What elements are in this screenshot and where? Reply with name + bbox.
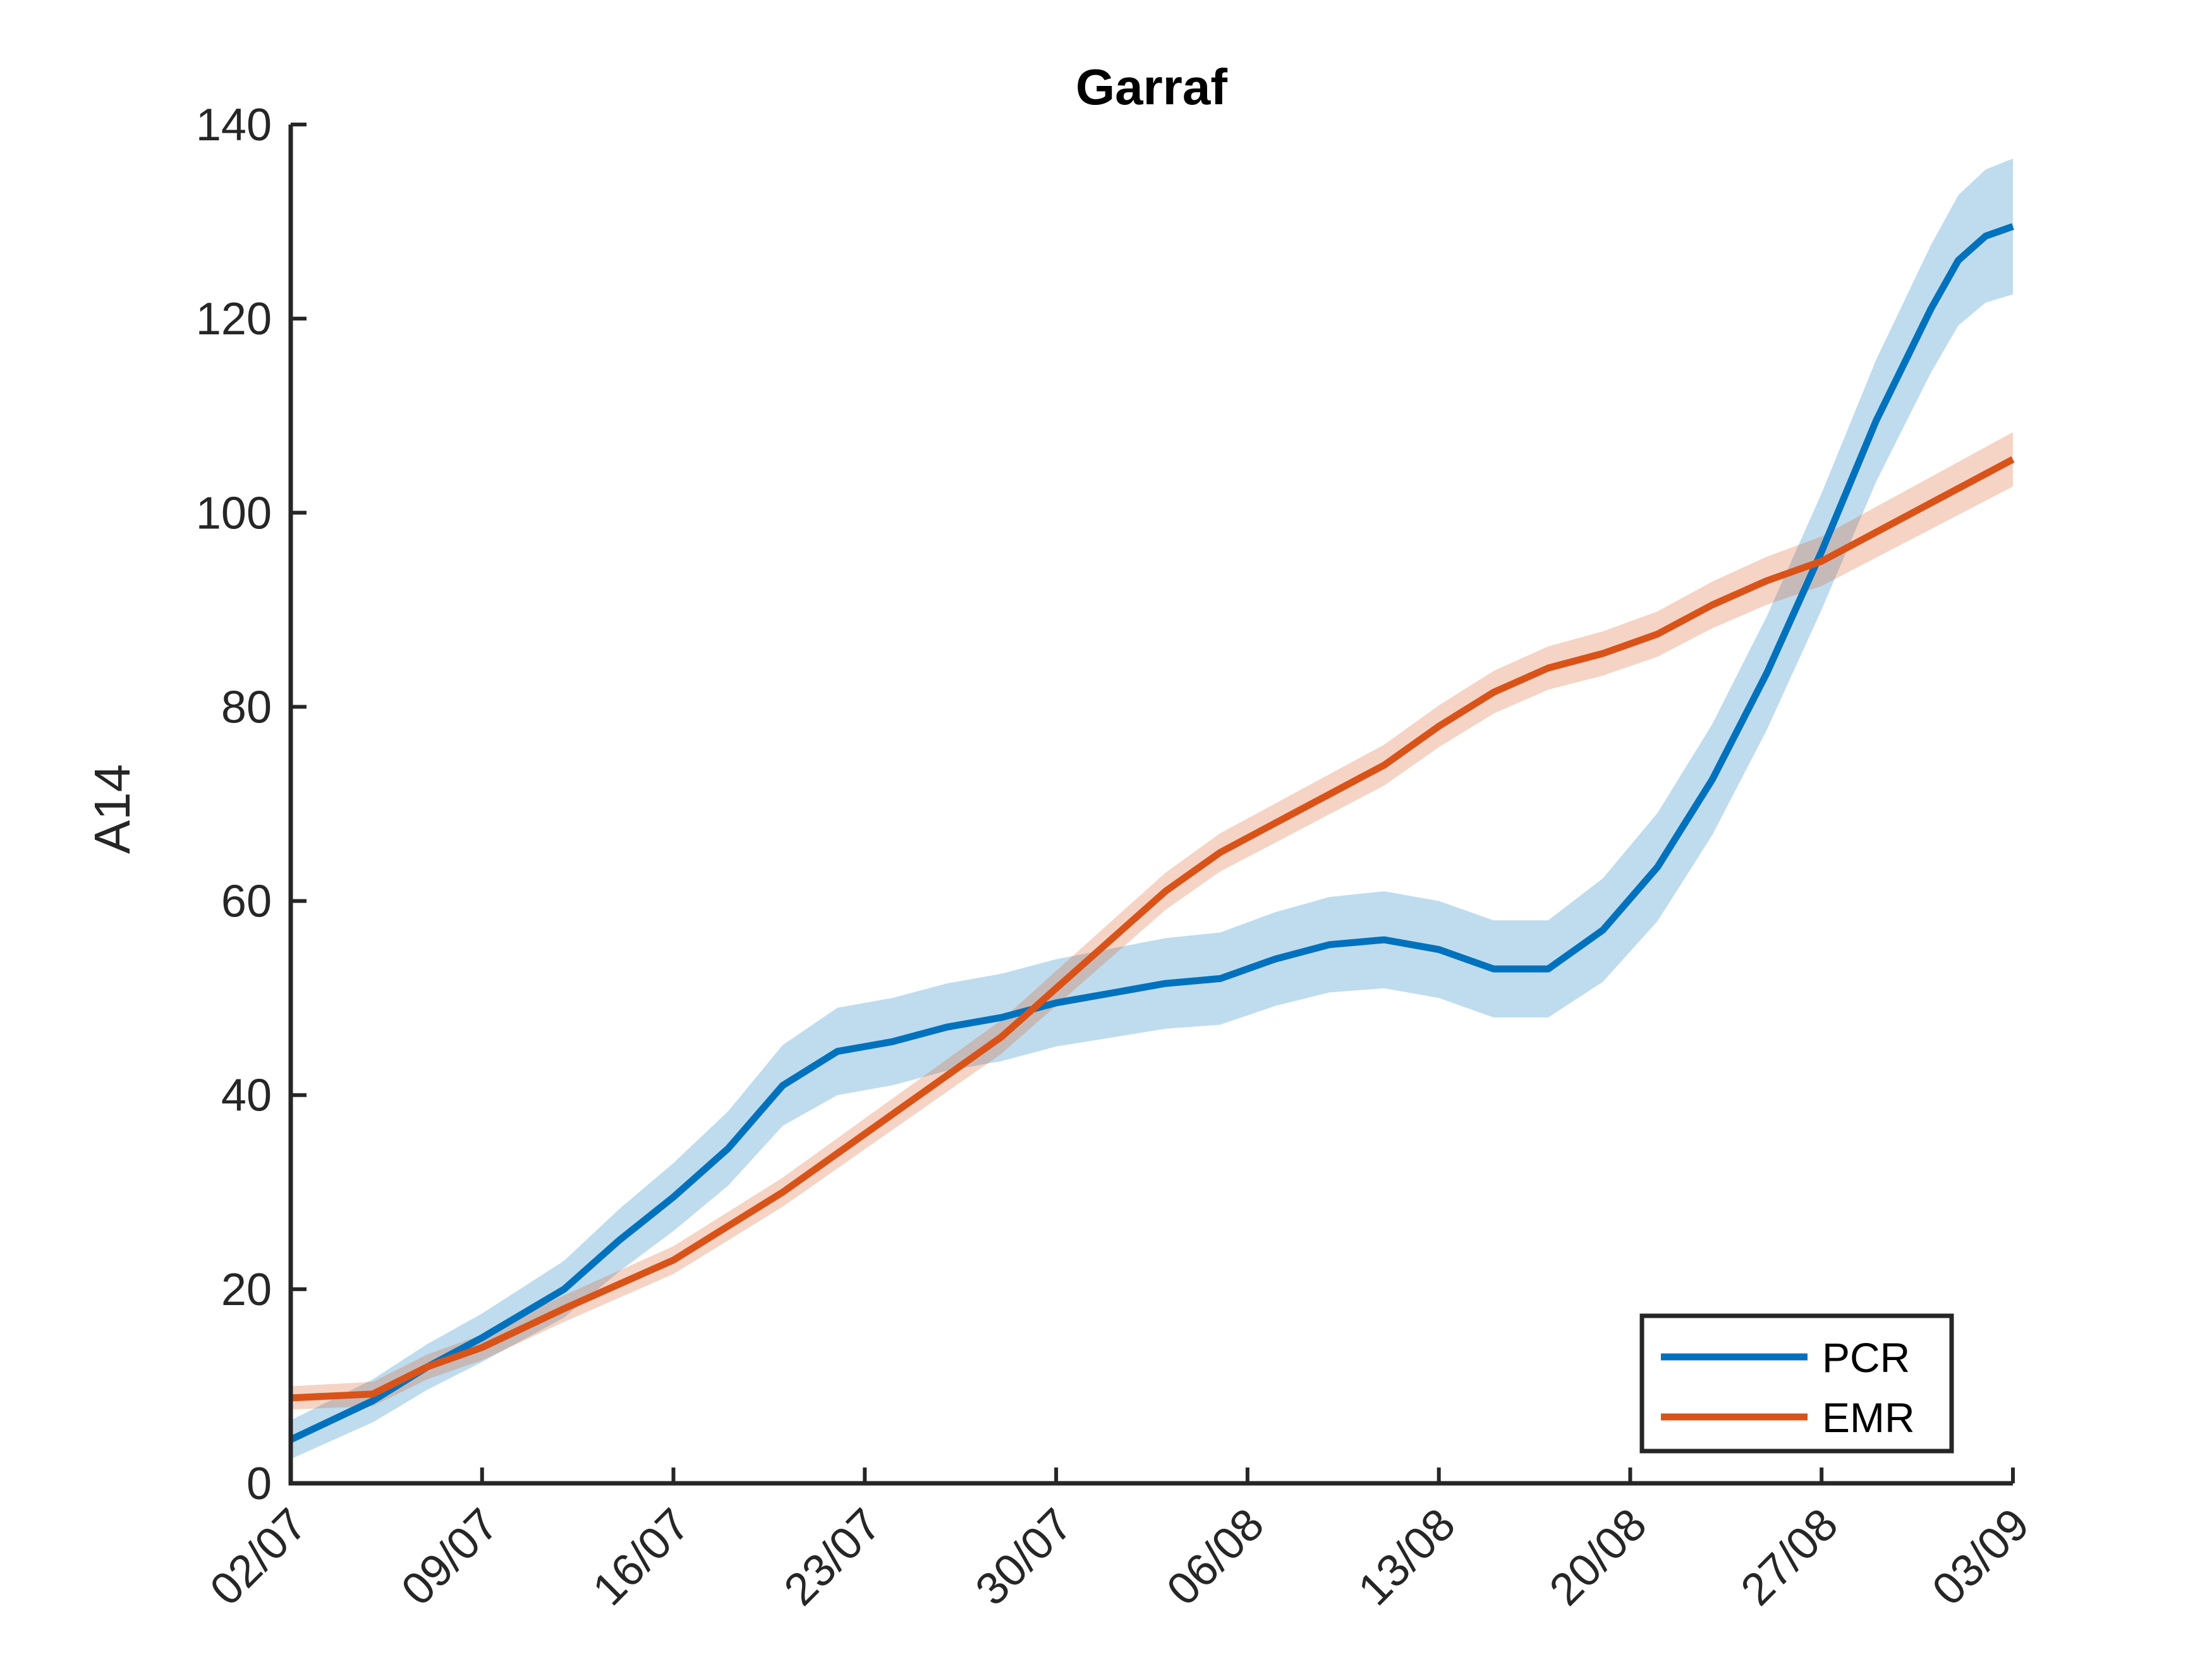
x-tick-label: 06/08	[1157, 1499, 1273, 1615]
series-line-pcr	[289, 223, 2014, 1443]
y-tick-label: 100	[196, 488, 272, 538]
series-line-emr	[290, 456, 2015, 1402]
y-axis-label: A14	[84, 764, 140, 854]
y-tick-label: 60	[221, 877, 272, 927]
band-emr	[291, 432, 2013, 1410]
x-tick-label: 23/07	[775, 1499, 891, 1615]
x-tick-label: 16/07	[583, 1499, 700, 1615]
x-tick-label: 03/09	[1923, 1499, 2039, 1615]
legend-label-emr: EMR	[1822, 1394, 1915, 1441]
x-tick-label: 02/07	[200, 1499, 317, 1615]
x-tick-label: 27/08	[1732, 1499, 1848, 1615]
x-tick-label: 09/07	[392, 1499, 508, 1615]
x-tick-label: 13/08	[1349, 1499, 1465, 1615]
y-tick-label: 140	[196, 100, 272, 150]
y-tick-label: 40	[221, 1071, 272, 1121]
legend: PCR EMR	[1639, 1313, 1954, 1454]
y-tick-label: 0	[246, 1459, 272, 1509]
x-tick-label: 30/07	[966, 1499, 1082, 1615]
legend-box	[1639, 1313, 1954, 1454]
confidence-bands	[291, 158, 2013, 1459]
y-tick-label: 120	[196, 294, 272, 344]
y-tick-label: 20	[221, 1265, 272, 1315]
legend-label-pcr: PCR	[1822, 1334, 1910, 1381]
x-tick-label: 20/08	[1540, 1499, 1656, 1615]
series-lines	[289, 223, 2015, 1443]
chart-title: Garraf	[1076, 59, 1227, 115]
y-tick-label: 80	[221, 682, 272, 732]
band-pcr	[291, 158, 2013, 1459]
